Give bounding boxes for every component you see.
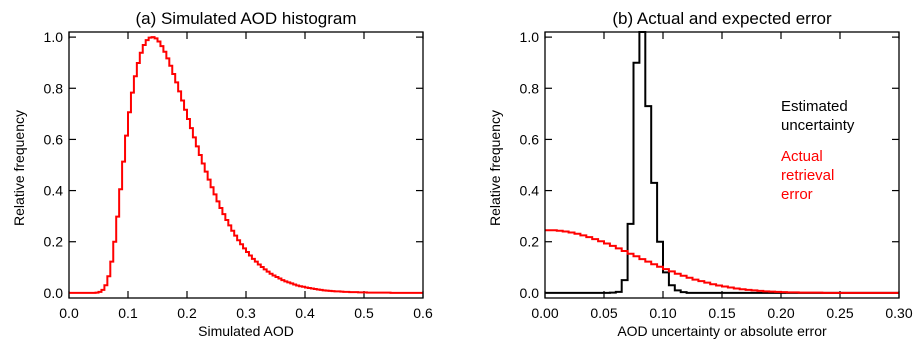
panel-b: (b) Actual and expected error Relative f…	[487, 9, 913, 339]
panel-a-frame	[68, 31, 424, 299]
panel-a-xlabel: Simulated AOD	[198, 323, 294, 339]
panel-b-ytick-label: 0.6	[520, 131, 540, 147]
panel-a-ylabel: Relative frequency	[11, 110, 27, 226]
panel-b-ytick-label: 0.2	[520, 234, 540, 250]
panel-b-ytick-label: 1.0	[520, 29, 540, 45]
panel-a-xtick-label: 0.5	[354, 305, 374, 321]
panel-b-xtick-label: 0.05	[590, 305, 617, 321]
panel-a-title: (a) Simulated AOD histogram	[135, 9, 356, 28]
panel-a-series-red	[69, 36, 423, 294]
panel-b-xtick-label: 0.25	[826, 305, 853, 321]
panel-b-title: (b) Actual and expected error	[612, 9, 832, 28]
panel-b-ytick-label: 0.8	[520, 80, 540, 96]
legend-actual-line-2: retrieval	[781, 167, 834, 184]
legend-estimated-line-1: Estimated	[781, 98, 848, 115]
legend-actual-line-1: Actual	[781, 148, 823, 165]
panel-a-series	[69, 36, 423, 294]
panel-a-xtick-label: 0.1	[118, 305, 138, 321]
panel-a-xtick-label: 0.6	[413, 305, 433, 321]
panel-a-ytick-label: 1.0	[44, 29, 64, 45]
legend-actual-line-3: error	[781, 186, 813, 203]
panel-b-ytick-label: 0.0	[520, 285, 540, 301]
panel-b-series-red	[545, 229, 899, 294]
legend-estimated-line-2: uncertainty	[781, 117, 855, 134]
panel-b-ylabel: Relative frequency	[487, 110, 503, 226]
panel-a-ytick-label: 0.2	[44, 234, 64, 250]
panel-b-frame	[544, 31, 900, 299]
panel-b-ytick-label: 0.4	[520, 183, 540, 199]
panel-b-legend: Estimated uncertainty Actual retrieval e…	[781, 98, 855, 203]
panel-a-ytick-label: 0.0	[44, 285, 64, 301]
panel-a-xtick-label: 0.0	[59, 305, 79, 321]
panel-b-xlabel: AOD uncertainty or absolute error	[617, 323, 827, 339]
panel-a-xtick-label: 0.4	[295, 305, 315, 321]
panel-b-ticks: 0.00 0.05 0.10 0.15 0.20 0.25 0.30 0.0 0.2 0.4 0.6…	[520, 29, 913, 321]
panel-b-xtick-label: 0.30	[885, 305, 912, 321]
panel-b-xtick-label: 0.15	[708, 305, 735, 321]
panel-a-ticks: 0.0 0.1 0.2 0.3 0.4 0.5 0.6 0.0 0.2 0.4 0.6 0.8 1.0	[44, 29, 433, 321]
panel-b-series-black	[545, 31, 899, 294]
panel-a-xtick-label: 0.2	[177, 305, 197, 321]
panel-b-xtick-label: 0.20	[767, 305, 794, 321]
panel-b-xtick-label: 0.10	[649, 305, 676, 321]
panel-a-ytick-label: 0.8	[44, 80, 64, 96]
panel-b-series	[545, 31, 899, 294]
panel-a-xtick-label: 0.3	[236, 305, 256, 321]
panel-a: (a) Simulated AOD histogram Relative fre…	[11, 9, 433, 339]
panel-a-ytick-label: 0.6	[44, 131, 64, 147]
panel-a-ytick-label: 0.4	[44, 183, 64, 199]
panel-b-xtick-label: 0.00	[531, 305, 558, 321]
